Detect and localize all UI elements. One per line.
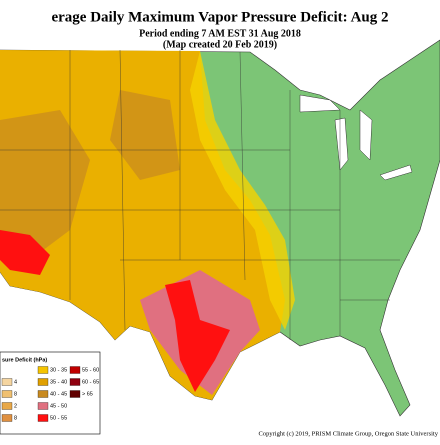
legend-swatch (69, 378, 81, 386)
legend-label: 45 - 50 (50, 403, 67, 409)
legend-label: 8 (14, 391, 17, 397)
legend-label: 55 - 60 (82, 367, 99, 373)
legend-label: 2 (14, 403, 17, 409)
legend-swatch (37, 402, 49, 410)
legend-label: 60 - 65 (82, 379, 99, 385)
legend-label: 8 (14, 415, 17, 421)
legend-box (0, 351, 101, 435)
land-yellow (190, 51, 295, 330)
legend-title: sure Deficit (hPa) (2, 357, 47, 363)
land-red (0, 230, 230, 392)
subtitle: (Map created 20 Feb 2019) (163, 39, 277, 50)
credit: Copyright (c) 2019, PRISM Climate Group,… (259, 430, 439, 437)
land-dark-orange (0, 90, 180, 260)
legend-swatch (1, 414, 13, 422)
legend-swatch (69, 390, 81, 398)
legend-swatch (37, 366, 49, 374)
map-regions (0, 39, 440, 417)
legend-label: 50 - 55 (50, 415, 67, 421)
legend-swatch (1, 378, 13, 386)
legend-label: > 65 (82, 391, 93, 397)
legend-label: 35 - 40 (50, 379, 67, 385)
legend: sure Deficit (hPa) 4 8 2 8 30 - 35 35 - 40 40 … (0, 351, 101, 435)
subtitle: Period ending 7 AM EST 31 Aug 2018 (139, 28, 301, 39)
title: erage Daily Maximum Vapor Pressure Defic… (51, 9, 388, 25)
legend-swatch (1, 402, 13, 410)
state-borders (0, 49, 400, 340)
legend-label: 30 - 35 (50, 367, 67, 373)
legend-swatch (37, 414, 49, 422)
legend-swatch (1, 390, 13, 398)
legend-swatch (69, 366, 81, 374)
legend-label: 4 (14, 379, 17, 385)
legend-swatch (37, 378, 49, 386)
legend-swatch (37, 390, 49, 398)
legend-label: 40 - 45 (50, 391, 67, 397)
